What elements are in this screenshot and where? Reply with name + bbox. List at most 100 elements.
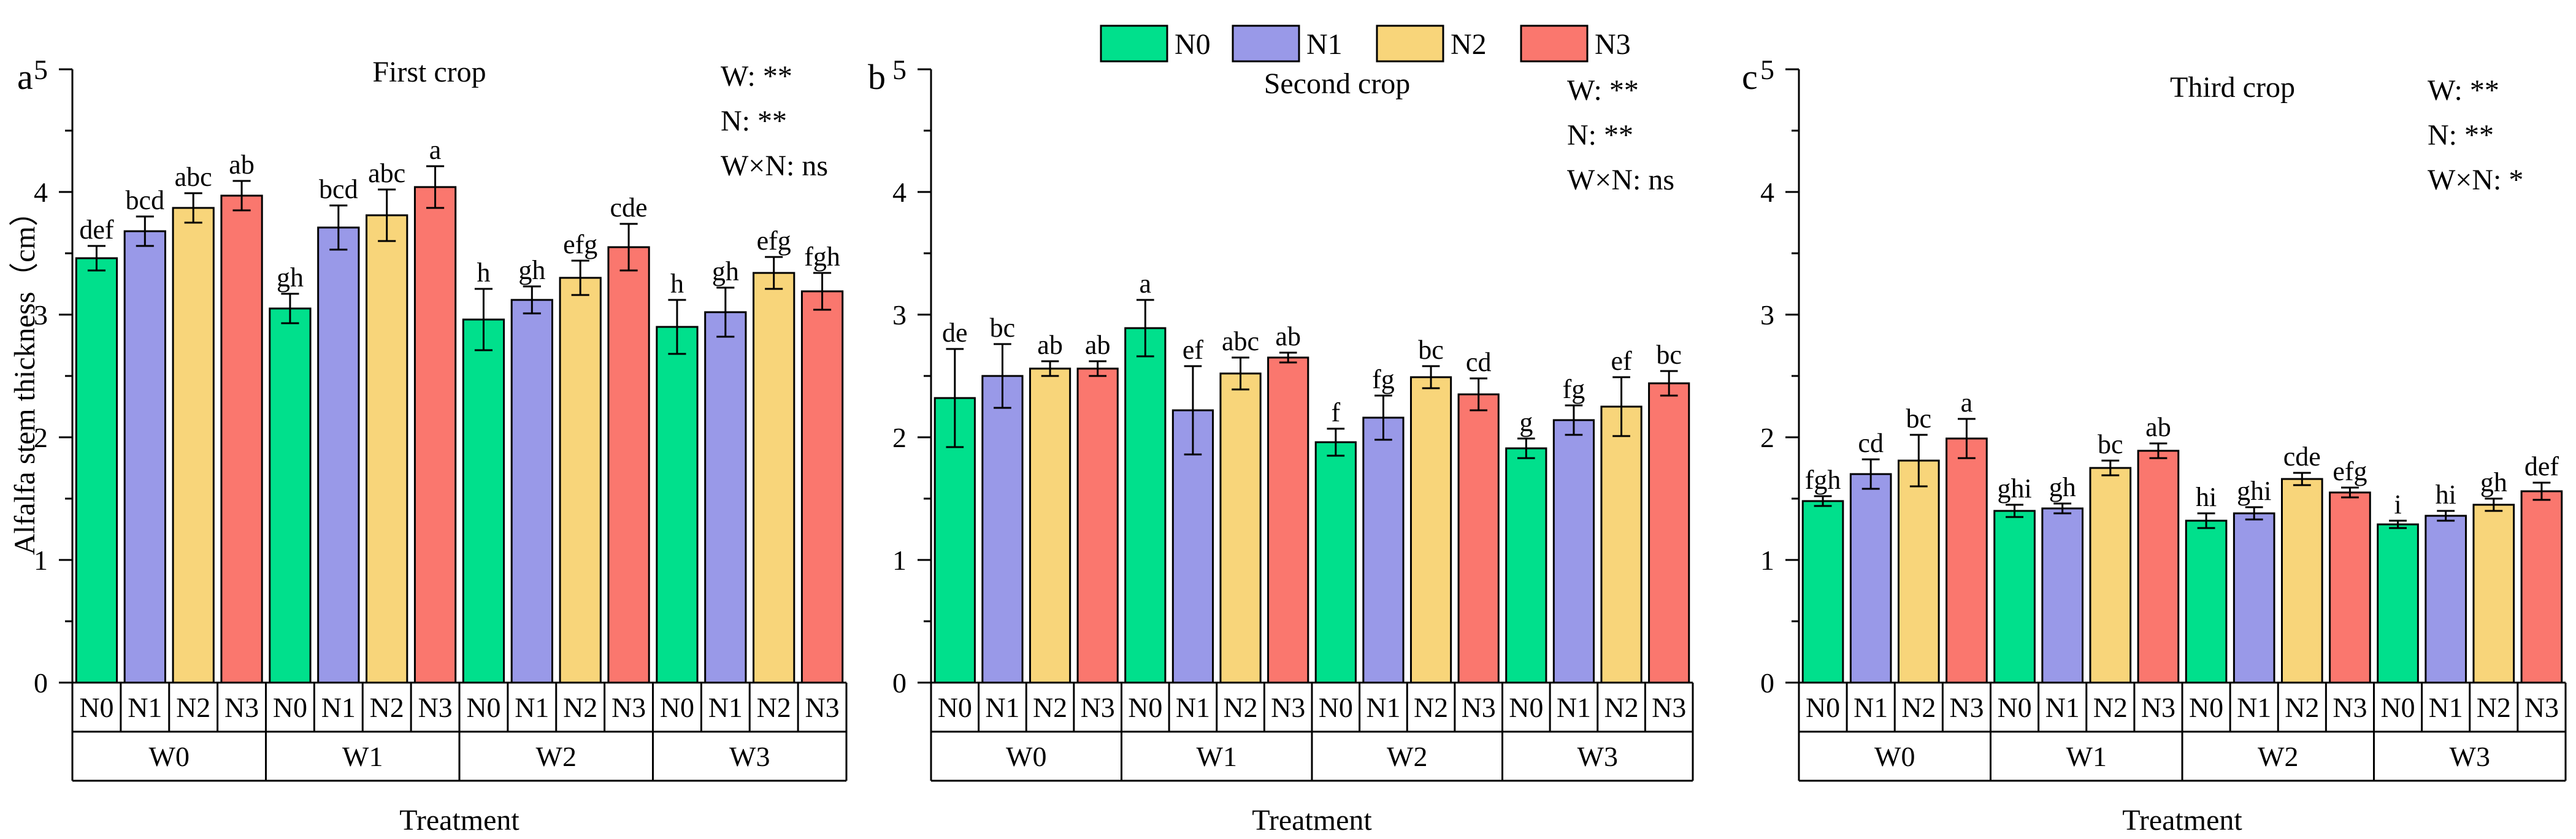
legend-label-n1: N1 [1306, 28, 1343, 61]
significance-letter: ab [1037, 330, 1063, 360]
bar-w0-n3 [1076, 367, 1119, 684]
bar-w1-n3 [2137, 450, 2180, 684]
x-group-label: W0 [1874, 741, 1915, 772]
significance-letter: efg [757, 226, 791, 256]
bar-w1-n2 [2089, 467, 2132, 684]
legend-label-n2: N2 [1451, 28, 1487, 61]
significance-letter: bc [2098, 429, 2123, 459]
bar-w1-n3 [413, 186, 457, 684]
significance-letter: bc [1656, 340, 1682, 370]
x-sub-label: N1 [2429, 692, 2463, 723]
bar-w0-n0 [75, 257, 118, 684]
y-tick-label: 4 [1760, 177, 1774, 208]
significance-letter: gh [2049, 472, 2076, 502]
significance-letter: gh [2480, 467, 2507, 497]
y-tick-label: 2 [1760, 422, 1774, 453]
y-tick-label: 3 [1760, 299, 1774, 331]
bar-w0-n2 [1029, 367, 1071, 684]
bar-w3-n3 [800, 290, 844, 684]
bar-w3-n0 [1505, 447, 1547, 684]
y-tick-label: 4 [34, 177, 48, 208]
x-sub-label: N2 [757, 692, 791, 723]
x-group-label: W1 [342, 741, 383, 772]
x-sub-label: N1 [128, 692, 162, 723]
x-group-label: W1 [2066, 741, 2107, 772]
x-sub-label: N0 [1128, 692, 1162, 723]
x-sub-label: N0 [79, 692, 113, 723]
stat-annotation: W×N: ns [1567, 164, 1674, 196]
y-tick-label: 4 [892, 177, 907, 208]
significance-letter: hi [2436, 480, 2456, 510]
y-tick-label: 1 [34, 545, 48, 576]
x-sub-label: N3 [1462, 692, 1496, 723]
x-group-label: W3 [729, 741, 770, 772]
x-sub-label: N1 [1557, 692, 1591, 723]
x-sub-label: N3 [418, 692, 452, 723]
bar-w0-n0 [1801, 500, 1844, 684]
x-sub-label: N2 [2477, 692, 2511, 723]
x-group-label: W0 [149, 741, 190, 772]
x-group-label: W3 [2450, 741, 2490, 772]
significance-letter: ab [1275, 321, 1301, 351]
panels: a 0 1 2 3 4 5 Alfalfa stem thickness（cm） First c… [9, 54, 2567, 837]
y-tick-label: 1 [892, 545, 907, 576]
significance-letter: fg [1563, 374, 1585, 404]
significance-letter: gh [712, 256, 739, 286]
bar-w0-n2 [172, 207, 215, 684]
x-sub-label: N1 [515, 692, 549, 723]
x-sub-label: N2 [563, 692, 597, 723]
legend-swatch-n0 [1100, 25, 1168, 63]
bar-w2-n2 [2281, 478, 2323, 684]
significance-letter: ef [1183, 335, 1204, 365]
bar-w2-n3 [2329, 491, 2371, 684]
bar-w0-n1 [981, 375, 1024, 684]
significance-letter: gh [277, 262, 304, 293]
significance-letter: ghi [1997, 473, 2031, 504]
significance-letter: cde [2283, 442, 2321, 472]
significance-letter: ab [1085, 330, 1111, 360]
y-tick-label: 3 [892, 299, 907, 331]
significance-letter: bc [1418, 335, 1444, 365]
panel-a: a 0 1 2 3 4 5 Alfalfa stem thickness（cm） First c… [9, 54, 848, 837]
bar-w1-n0 [1993, 510, 2036, 684]
stat-annotation: W: ** [2428, 74, 2499, 107]
x-sub-label: N3 [2141, 692, 2175, 723]
x-sub-label: N2 [1604, 692, 1638, 723]
x-sub-label: N1 [708, 692, 743, 723]
y-axis-title: Alfalfa stem thickness（cm） [9, 197, 41, 555]
bar-w3-n0 [2377, 523, 2419, 684]
significance-letter: i [2394, 489, 2401, 519]
bar-w3-n2 [2472, 504, 2515, 684]
significance-letter: gh [518, 255, 545, 285]
bar-w0-n1 [123, 230, 166, 684]
bar-w2-n0 [2185, 519, 2228, 684]
bar-w2-n3 [1457, 393, 1500, 684]
significance-letter: ghi [2237, 476, 2271, 506]
significance-letter: cd [1466, 347, 1492, 377]
x-sub-label: N0 [2189, 692, 2223, 723]
y-tick-label: 0 [34, 667, 48, 699]
significance-letter: cde [610, 193, 648, 223]
stat-annotation: N: ** [2428, 119, 2494, 151]
bar-w1-n2 [366, 214, 408, 684]
significance-letter: cd [1858, 428, 1884, 458]
significance-letter: bc [1906, 404, 1932, 434]
significance-letter: bcd [319, 174, 358, 204]
significance-letter: def [79, 215, 114, 245]
x-sub-label: N3 [805, 692, 839, 723]
significance-letter: abc [368, 158, 405, 188]
x-group-label: W3 [1577, 741, 1618, 772]
x-sub-label: N2 [1223, 692, 1257, 723]
significance-letter: ab [229, 150, 255, 180]
x-sub-label: N0 [1806, 692, 1840, 723]
bar-w0-n3 [1945, 437, 1988, 684]
stat-annotation: N: ** [721, 105, 787, 137]
significance-letter: g [1519, 407, 1533, 437]
x-sub-label: N1 [1853, 692, 1888, 723]
stat-annotation: N: ** [1567, 119, 1633, 151]
bar-w3-n3 [1648, 382, 1690, 684]
x-sub-label: N3 [1271, 692, 1305, 723]
bar-w3-n1 [2425, 515, 2467, 684]
